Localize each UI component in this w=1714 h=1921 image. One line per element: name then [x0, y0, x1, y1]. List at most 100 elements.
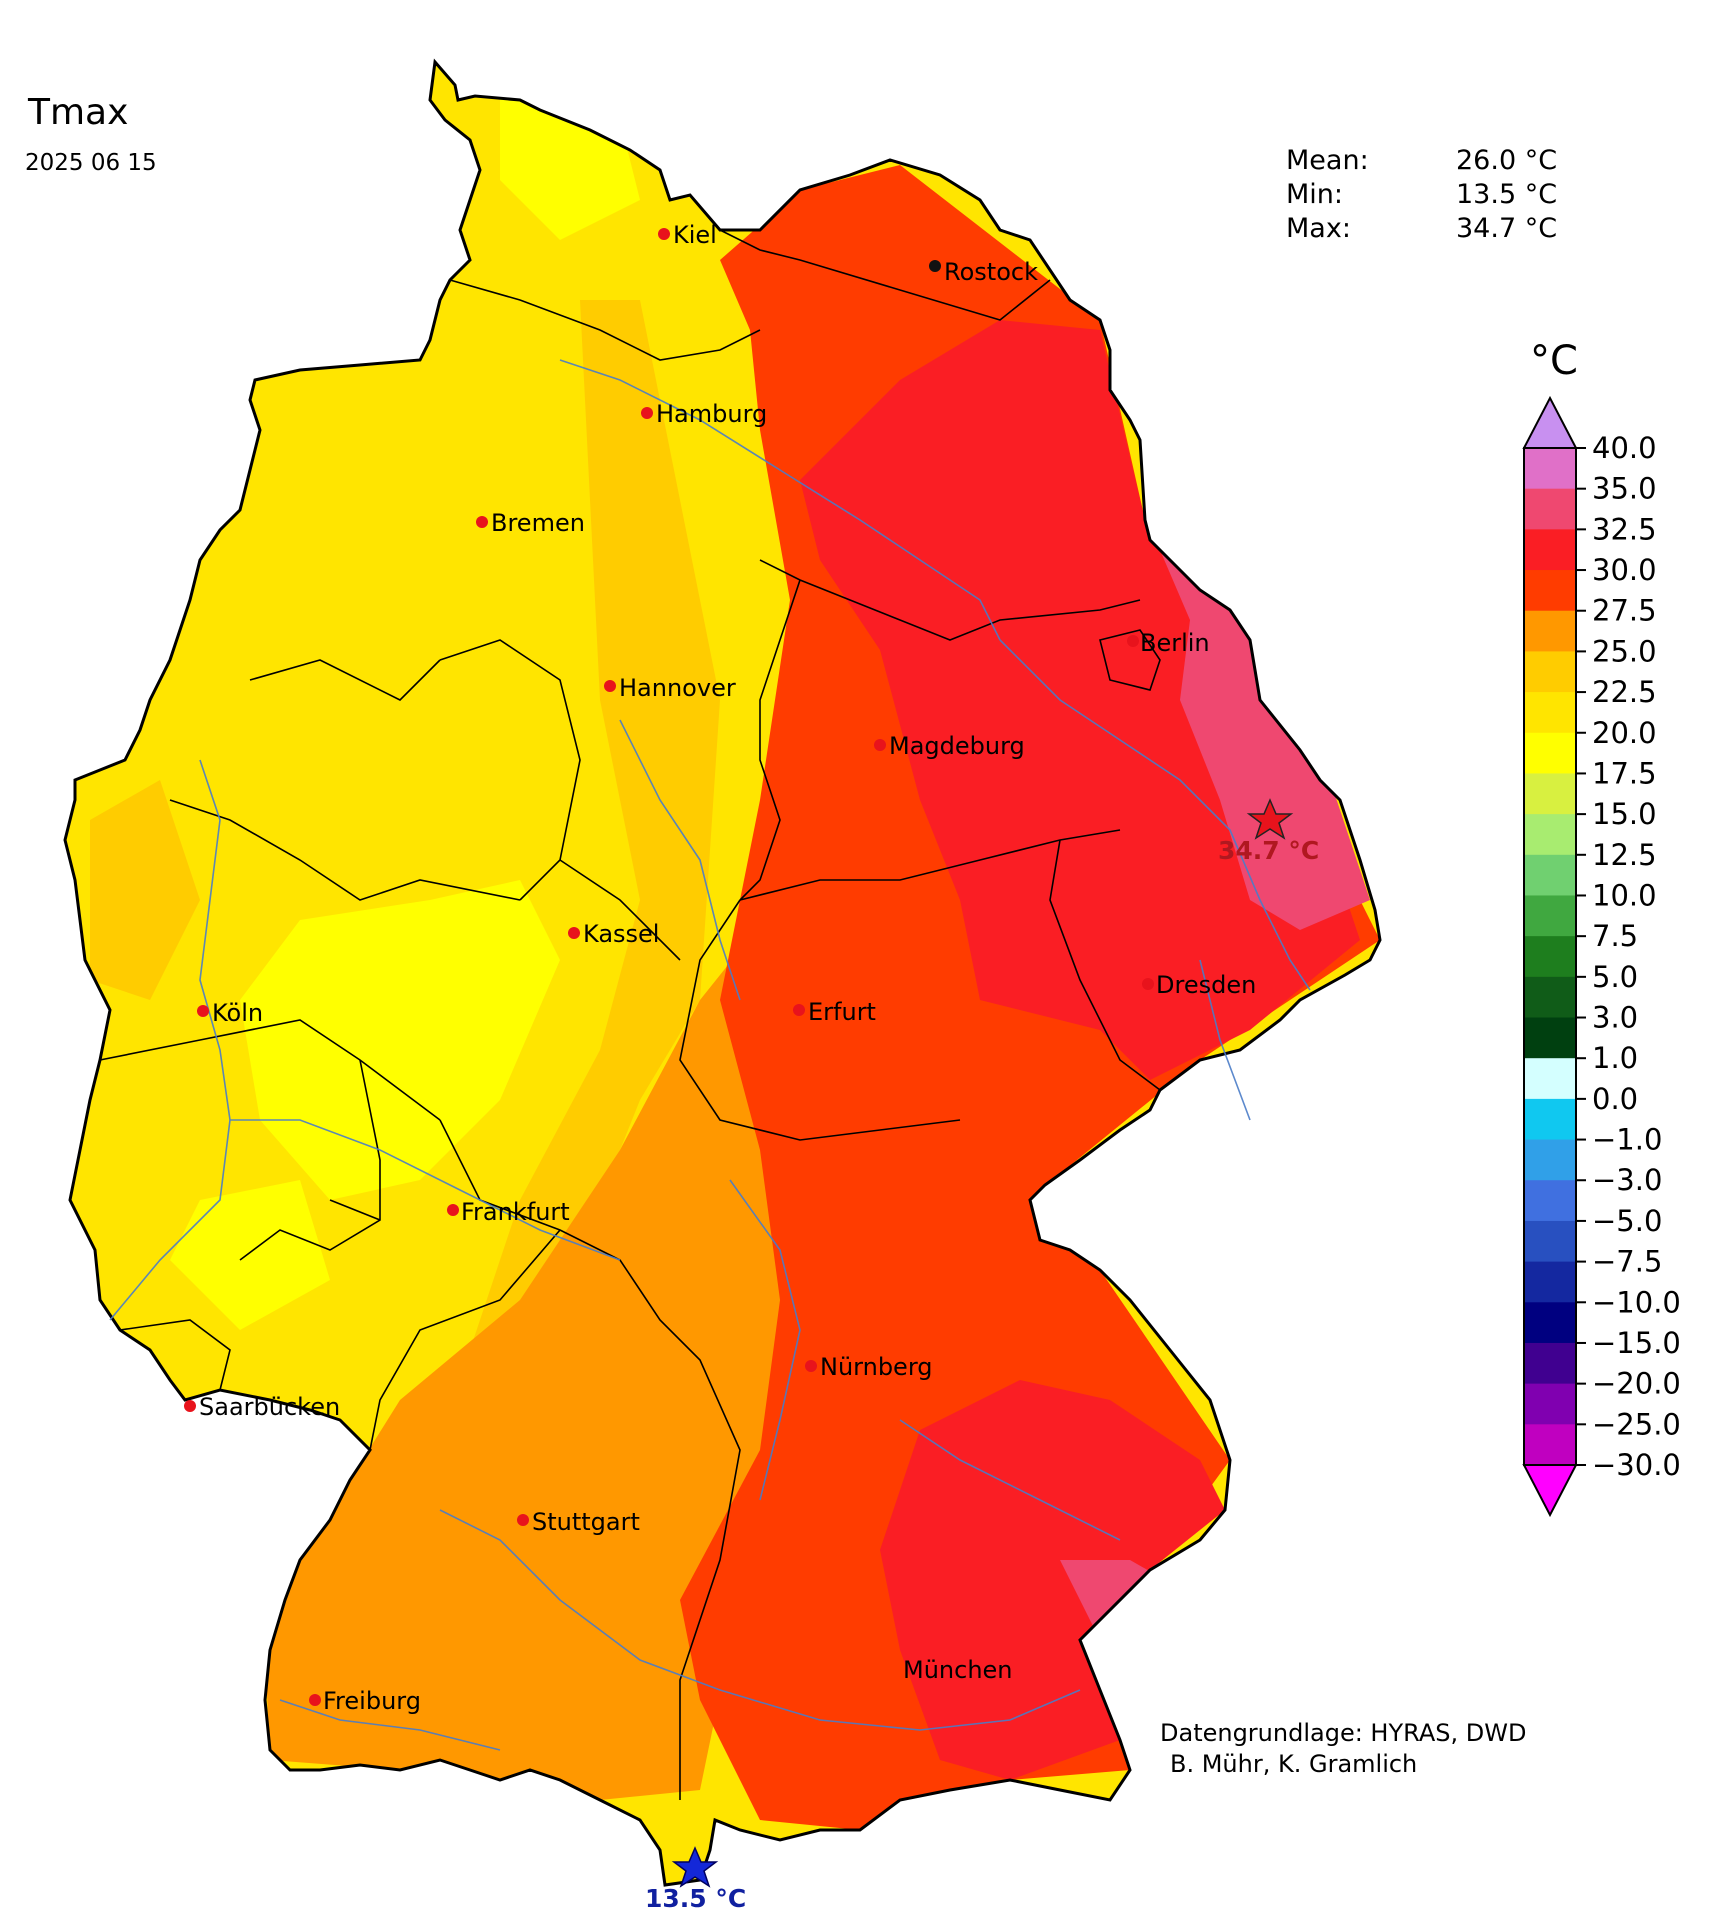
city-label-frankfurt: Frankfurt	[461, 1198, 570, 1226]
credits-authors: B. Mühr, K. Gramlich	[1170, 1750, 1418, 1778]
colorbar-tick-label: 7.5	[1592, 919, 1638, 953]
colorbar-tick-label: −20.0	[1592, 1367, 1681, 1401]
credits: Datengrundlage: HYRAS, DWD B. Mühr, K. G…	[1160, 1718, 1526, 1780]
min-star-icon	[671, 1846, 719, 1888]
colorbar-unit: °C	[1530, 338, 1578, 384]
max-star-icon	[1246, 798, 1294, 840]
colorbar-tick-label: 15.0	[1592, 797, 1657, 831]
colorbar-tick-label: 25.0	[1592, 634, 1657, 668]
colorbar-segment	[1524, 1424, 1576, 1466]
colorbar-segment	[1524, 1139, 1576, 1181]
min-value: 13.5 °C	[1456, 179, 1558, 210]
colorbar-segment	[1524, 1261, 1576, 1303]
min-temp-label: 13.5 °C	[645, 1884, 747, 1913]
colorbar-tick-label: 17.5	[1592, 756, 1657, 790]
min-label: Min:	[1286, 179, 1344, 210]
hannover-marker	[604, 680, 616, 692]
city-label-rostock: Rostock	[944, 258, 1038, 286]
colorbar-segment	[1524, 1302, 1576, 1344]
colorbar: 40.0 35.0 32.5 30.0 27.5 25.0 22.5 20.0 17.5 15.0…	[1522, 395, 1681, 1518]
city-label-dresden: Dresden	[1156, 971, 1257, 999]
colorbar-segment	[1524, 1180, 1576, 1222]
colorbar-tick-label: 3.0	[1592, 1001, 1638, 1035]
hamburg-marker	[641, 407, 653, 419]
colorbar-segment	[1524, 936, 1576, 978]
colorbar-segment	[1524, 814, 1576, 856]
stats-labels: Mean: Min: Max:	[1286, 144, 1369, 246]
city-label-saarbruecken: Saarbücken	[199, 1393, 341, 1421]
city-label-kassel: Kassel	[583, 920, 660, 948]
colorbar-tick-label: −10.0	[1592, 1285, 1681, 1319]
colorbar-segment	[1524, 1058, 1576, 1100]
colorbar-tick-label: 35.0	[1592, 472, 1657, 506]
colorbar-over-triangle	[1522, 395, 1578, 449]
colorbar-segment	[1524, 1383, 1576, 1425]
chart-title: Tmax	[28, 92, 129, 133]
colorbar-tick-label: −7.5	[1592, 1245, 1662, 1279]
city-label-freiburg: Freiburg	[323, 1687, 421, 1715]
stuttgart-marker	[517, 1514, 529, 1526]
kassel-marker	[568, 927, 580, 939]
colorbar-segment	[1524, 610, 1576, 652]
city-label-kiel: Kiel	[673, 221, 717, 249]
city-label-erfurt: Erfurt	[808, 998, 876, 1026]
colorbar-segment	[1524, 976, 1576, 1019]
colorbar-segment	[1524, 732, 1576, 774]
colorbar-segment	[1524, 488, 1576, 530]
berlin-marker	[1127, 635, 1139, 647]
colorbar-segment	[1524, 895, 1576, 937]
mean-value: 26.0 °C	[1456, 145, 1558, 176]
colorbar-segment	[1524, 651, 1576, 693]
colorbar-tick-label: 30.0	[1592, 553, 1657, 587]
colorbar-tick-label: 20.0	[1592, 716, 1657, 750]
credits-source: Datengrundlage: HYRAS, DWD	[1160, 1719, 1527, 1747]
kiel-marker	[658, 228, 670, 240]
colorbar-tick-label: −5.0	[1592, 1204, 1662, 1238]
max-label: Max:	[1286, 213, 1351, 244]
city-label-hamburg: Hamburg	[656, 400, 768, 428]
city-label-bremen: Bremen	[491, 509, 585, 537]
city-label-koeln: Köln	[212, 999, 264, 1027]
colorbar-segment	[1524, 529, 1576, 571]
frankfurt-marker	[447, 1204, 459, 1216]
colorbar-frame	[1523, 447, 1577, 1466]
city-label-berlin: Berlin	[1140, 629, 1210, 657]
colorbar-tick-label: −3.0	[1592, 1163, 1662, 1197]
colorbar-segment	[1524, 773, 1576, 815]
freiburg-marker	[309, 1694, 321, 1706]
saarbruecken-marker	[184, 1400, 196, 1412]
rostock-marker	[929, 260, 941, 272]
colorbar-tick-label: −15.0	[1592, 1326, 1681, 1360]
colorbar-tick-label: 40.0	[1592, 431, 1657, 465]
magdeburg-marker	[874, 739, 886, 751]
max-value: 34.7 °C	[1456, 213, 1558, 244]
colorbar-tick-label: 12.5	[1592, 838, 1657, 872]
koeln-marker	[197, 1005, 209, 1017]
nuernberg-marker	[805, 1360, 817, 1372]
colorbar-tick-label: 32.5	[1592, 512, 1657, 546]
colorbar-segment	[1524, 854, 1576, 896]
dresden-marker	[1142, 978, 1154, 990]
erfurt-marker	[793, 1004, 805, 1016]
colorbar-tick-label: −30.0	[1592, 1448, 1681, 1482]
colorbar-segment	[1524, 1017, 1576, 1059]
colorbar-tick-label: 5.0	[1592, 960, 1638, 994]
city-label-stuttgart: Stuttgart	[532, 1508, 640, 1536]
date-label: 2025 06 15	[25, 150, 157, 176]
bremen-marker	[476, 516, 488, 528]
colorbar-segment	[1524, 692, 1576, 734]
colorbar-tick-label: −1.0	[1592, 1123, 1662, 1157]
colorbar-tick-label: −25.0	[1592, 1407, 1681, 1441]
colorbar-tick-label: 22.5	[1592, 675, 1657, 709]
city-label-muenchen: München	[903, 1656, 1013, 1684]
colorbar-tick-label: 1.0	[1592, 1041, 1638, 1075]
colorbar-tick-label: 0.0	[1592, 1082, 1638, 1116]
mean-label: Mean:	[1286, 145, 1369, 176]
colorbar-segment	[1524, 1098, 1576, 1141]
colorbar-under-triangle	[1522, 1464, 1578, 1518]
colorbar-tick-label: 10.0	[1592, 878, 1657, 912]
max-temp-label: 34.7 °C	[1218, 836, 1320, 865]
city-label-nuernberg: Nürnberg	[820, 1353, 933, 1381]
colorbar-segment	[1524, 1220, 1576, 1263]
